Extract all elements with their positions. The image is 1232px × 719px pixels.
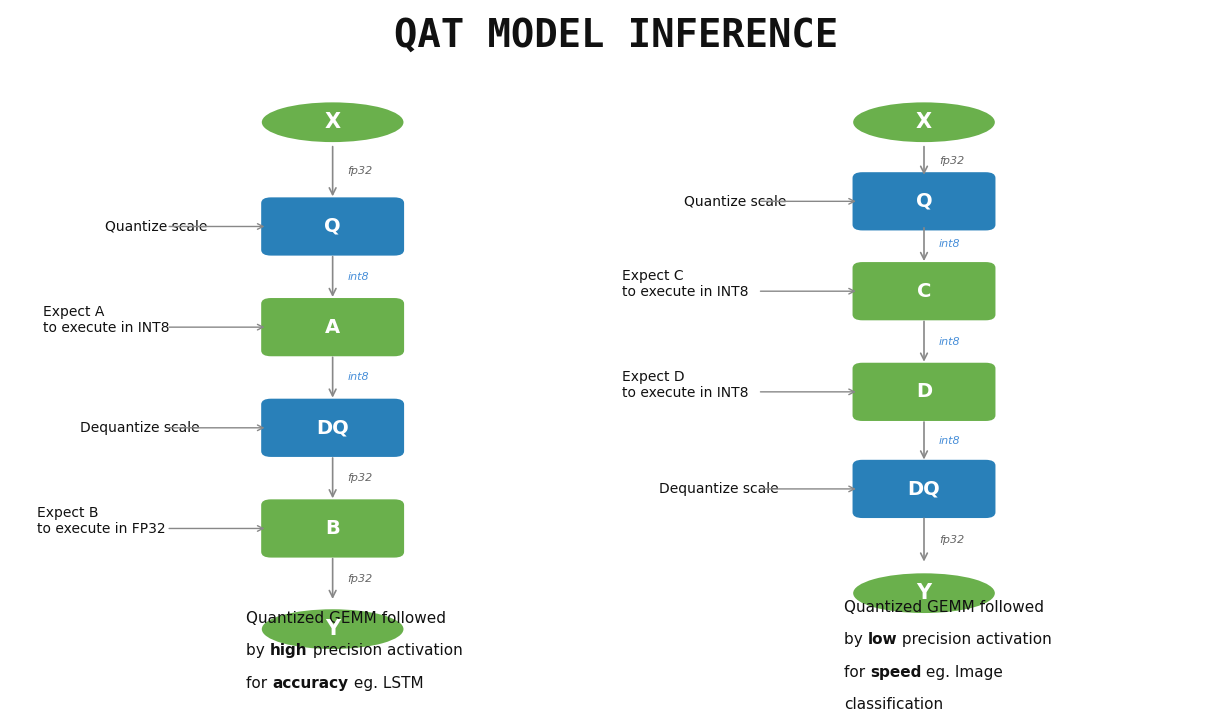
FancyBboxPatch shape bbox=[853, 362, 995, 421]
Text: int8: int8 bbox=[347, 272, 370, 282]
Text: fp32: fp32 bbox=[347, 473, 372, 483]
Text: Quantized GEMM followed: Quantized GEMM followed bbox=[844, 600, 1044, 615]
Text: eg. LSTM: eg. LSTM bbox=[349, 676, 423, 690]
FancyBboxPatch shape bbox=[853, 173, 995, 230]
Text: for: for bbox=[246, 676, 272, 690]
Text: speed: speed bbox=[870, 665, 922, 679]
Text: fp32: fp32 bbox=[347, 574, 372, 584]
FancyBboxPatch shape bbox=[261, 198, 404, 256]
Text: high: high bbox=[270, 644, 308, 658]
FancyBboxPatch shape bbox=[853, 460, 995, 518]
Text: int8: int8 bbox=[939, 436, 961, 446]
Text: C: C bbox=[917, 282, 931, 301]
Text: A: A bbox=[325, 318, 340, 336]
Ellipse shape bbox=[262, 609, 404, 649]
Text: Y: Y bbox=[325, 619, 340, 639]
FancyBboxPatch shape bbox=[261, 398, 404, 457]
Text: precision activation: precision activation bbox=[308, 644, 462, 658]
Text: precision activation: precision activation bbox=[897, 633, 1052, 647]
Text: B: B bbox=[325, 519, 340, 538]
Text: Dequantize scale: Dequantize scale bbox=[80, 421, 200, 435]
Text: Q: Q bbox=[915, 192, 933, 211]
Text: classification: classification bbox=[844, 697, 942, 712]
Text: Quantize scale: Quantize scale bbox=[105, 219, 207, 234]
Text: Quantized GEMM followed: Quantized GEMM followed bbox=[246, 611, 446, 626]
Text: DQ: DQ bbox=[908, 480, 940, 498]
Text: D: D bbox=[915, 383, 933, 401]
Text: by: by bbox=[844, 633, 867, 647]
Text: Dequantize scale: Dequantize scale bbox=[659, 482, 779, 496]
Ellipse shape bbox=[853, 573, 995, 613]
Text: int8: int8 bbox=[939, 239, 961, 249]
Text: Expect C
to execute in INT8: Expect C to execute in INT8 bbox=[622, 269, 749, 299]
Text: Quantize scale: Quantize scale bbox=[684, 194, 786, 209]
Text: by: by bbox=[246, 644, 270, 658]
FancyBboxPatch shape bbox=[261, 500, 404, 558]
Text: accuracy: accuracy bbox=[272, 676, 349, 690]
Text: fp32: fp32 bbox=[347, 167, 372, 176]
Text: Expect B
to execute in FP32: Expect B to execute in FP32 bbox=[37, 506, 165, 536]
Ellipse shape bbox=[262, 102, 404, 142]
Text: DQ: DQ bbox=[317, 418, 349, 437]
Text: eg. Image: eg. Image bbox=[922, 665, 1003, 679]
Text: fp32: fp32 bbox=[939, 535, 963, 545]
Text: int8: int8 bbox=[939, 336, 961, 347]
Text: low: low bbox=[867, 633, 897, 647]
Text: fp32: fp32 bbox=[939, 156, 963, 165]
Text: for: for bbox=[844, 665, 870, 679]
Text: Expect D
to execute in INT8: Expect D to execute in INT8 bbox=[622, 370, 749, 400]
Text: X: X bbox=[915, 112, 933, 132]
Ellipse shape bbox=[853, 102, 995, 142]
Text: Expect A
to execute in INT8: Expect A to execute in INT8 bbox=[43, 305, 170, 335]
Text: QAT MODEL INFERENCE: QAT MODEL INFERENCE bbox=[394, 17, 838, 55]
Text: X: X bbox=[324, 112, 341, 132]
Text: Q: Q bbox=[324, 217, 341, 236]
Text: Y: Y bbox=[917, 583, 931, 603]
Text: int8: int8 bbox=[347, 372, 370, 383]
FancyBboxPatch shape bbox=[853, 262, 995, 321]
FancyBboxPatch shape bbox=[261, 298, 404, 356]
